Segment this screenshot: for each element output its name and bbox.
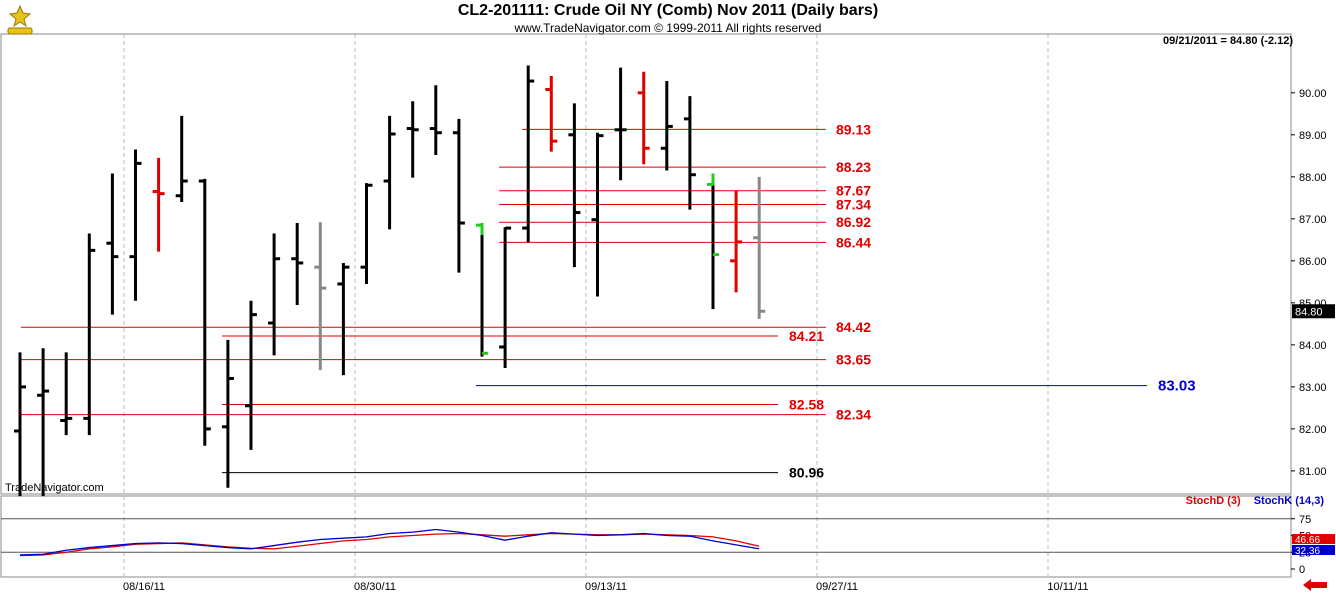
stochk-legend: StochK (14,3) [1253, 495, 1324, 507]
level-label: 82.34 [836, 407, 871, 423]
price-tick-label: 82.00 [1299, 424, 1327, 436]
ohlc-bar [406, 101, 419, 178]
ohlc-bar [637, 71, 650, 165]
level-label: 80.96 [789, 465, 824, 481]
ohlc-bar [152, 157, 165, 252]
level-label: 82.58 [789, 397, 824, 413]
price-tick-label: 83.00 [1299, 382, 1327, 394]
ohlc-bar [568, 103, 581, 268]
level-label: 88.23 [836, 159, 871, 175]
ohlc-bar [591, 132, 604, 297]
ohlc-bar [291, 223, 304, 305]
ohlc-bar [221, 339, 234, 488]
ohlc-bar [360, 183, 373, 284]
x-tick-label: 10/11/11 [1047, 581, 1088, 593]
chart-title: CL2-201111: Crude Oil NY (Comb) Nov 2011… [457, 2, 879, 19]
stochd-legend: StochD (3) [1185, 495, 1241, 507]
oscillator-legend: StochD (3) StochK (14,3) [1186, 495, 1324, 507]
last-price-tag [1292, 304, 1335, 319]
oscillator-tick-label: 75 [1299, 514, 1311, 526]
scroll-left-arrow-icon[interactable] [1302, 578, 1328, 592]
level-label: 86.92 [836, 214, 871, 230]
level-label: 86.44 [836, 234, 871, 250]
stochk-value-tag [1292, 545, 1335, 555]
x-tick-label: 08/30/11 [354, 581, 396, 593]
price-tick-label: 81.00 [1299, 466, 1327, 478]
ohlc-bar [476, 223, 488, 357]
tradenavigator-logo-icon[interactable] [4, 4, 36, 38]
ohlc-bar [198, 178, 211, 446]
price-tick-label: 88.00 [1299, 172, 1327, 184]
watermark: TradeNavigator.com [5, 482, 104, 494]
stochk-line [19, 528, 760, 556]
last-price-label: 84.80 [1295, 306, 1323, 318]
ohlc-bar [268, 233, 281, 356]
ohlc-bar [707, 173, 719, 310]
ohlc-bar [60, 352, 73, 436]
price-panel-frame [0, 33, 1292, 495]
ohlc-bar [106, 173, 119, 315]
price-tick-label: 84.00 [1299, 340, 1327, 352]
ohlc-bar [37, 348, 50, 497]
level-label: 83.03 [1158, 378, 1196, 395]
ohlc-bar [83, 233, 96, 436]
price-tick-label: 87.00 [1299, 214, 1327, 226]
ohlc-bar [452, 118, 465, 273]
stochd-value-tag [1292, 534, 1335, 544]
ohlc-bar [730, 190, 743, 293]
copyright-text: www.TradeNavigator.com © 1999-2011 All r… [514, 21, 822, 35]
ohlc-bar [175, 115, 188, 203]
ohlc-bar [129, 149, 142, 301]
ohlc-bar [683, 96, 696, 210]
level-label: 84.21 [789, 328, 824, 344]
ohlc-bar [499, 226, 512, 368]
ohlc-bar [383, 115, 396, 230]
ohlc-bar [522, 65, 535, 242]
ohlc-bar [14, 352, 26, 497]
price-tick-label: 90.00 [1299, 88, 1327, 100]
stochd-value-label: 46.66 [1295, 535, 1320, 546]
level-label: 83.65 [836, 352, 871, 368]
ohlc-bar [614, 67, 627, 181]
price-readout: 09/21/2011 = 84.80 (-2.12) [1163, 35, 1293, 47]
oscillator-tick-label: 0 [1299, 564, 1305, 576]
level-label: 84.42 [836, 319, 871, 335]
ohlc-bar [753, 176, 766, 319]
x-tick-label: 09/13/11 [585, 581, 627, 593]
x-tick-label: 09/27/11 [816, 581, 858, 593]
ohlc-bar [660, 81, 673, 171]
ohlc-bar [245, 300, 257, 450]
level-label: 87.67 [836, 183, 871, 199]
oscillator-panel-frame [0, 495, 1292, 578]
price-tick-label: 89.00 [1299, 130, 1327, 142]
level-label: 87.34 [836, 197, 871, 213]
ohlc-bar [337, 262, 350, 376]
level-label: 89.13 [836, 121, 871, 137]
ohlc-bar [314, 222, 327, 371]
ohlc-bar [429, 85, 442, 155]
x-tick-label: 08/16/11 [123, 581, 165, 593]
ohlc-bar [545, 76, 558, 152]
stochk-value-label: 32.36 [1295, 546, 1320, 557]
price-tick-label: 86.00 [1299, 256, 1327, 268]
